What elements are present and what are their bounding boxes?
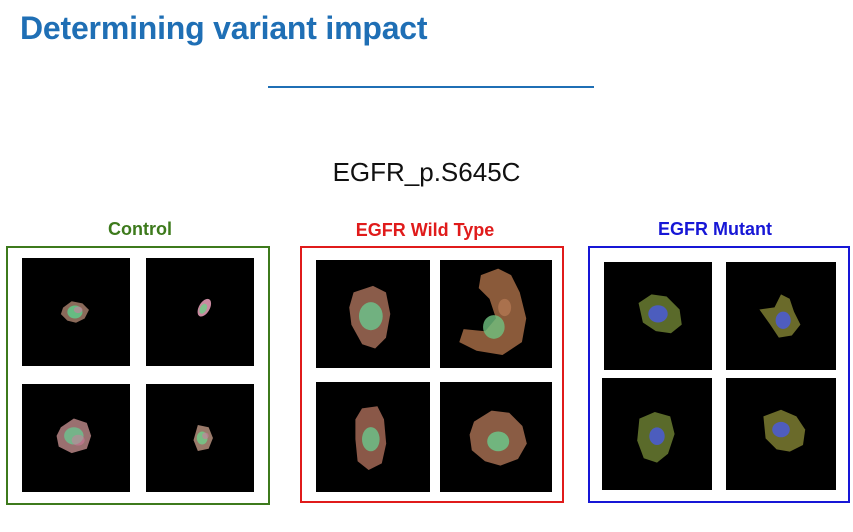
mutant-cell-image [726,378,836,490]
mutant-cell-image [602,378,712,490]
control-cell-image [146,258,254,366]
variant-name: EGFR_p.S645C [332,157,521,187]
wild-type-cell-image [316,382,430,492]
wild-type-panel [300,246,564,503]
wild-type-cell-image [440,382,552,492]
wild-type-label: EGFR Wild Type [355,220,495,240]
title-underline [268,86,594,88]
mutant-label: EGFR Mutant [658,219,772,239]
mutant-cell-image [726,262,836,370]
slide-title: Determining variant impact [20,10,428,46]
control-panel [6,246,270,505]
mutant-cell-image [604,262,712,370]
wild-type-cell-image [316,260,430,368]
mutant-panel [588,246,850,503]
control-cell-image [22,258,130,366]
control-cell-image [22,384,130,492]
control-label: Control [108,219,172,239]
wild-type-cell-image [440,260,552,368]
control-cell-image [146,384,254,492]
